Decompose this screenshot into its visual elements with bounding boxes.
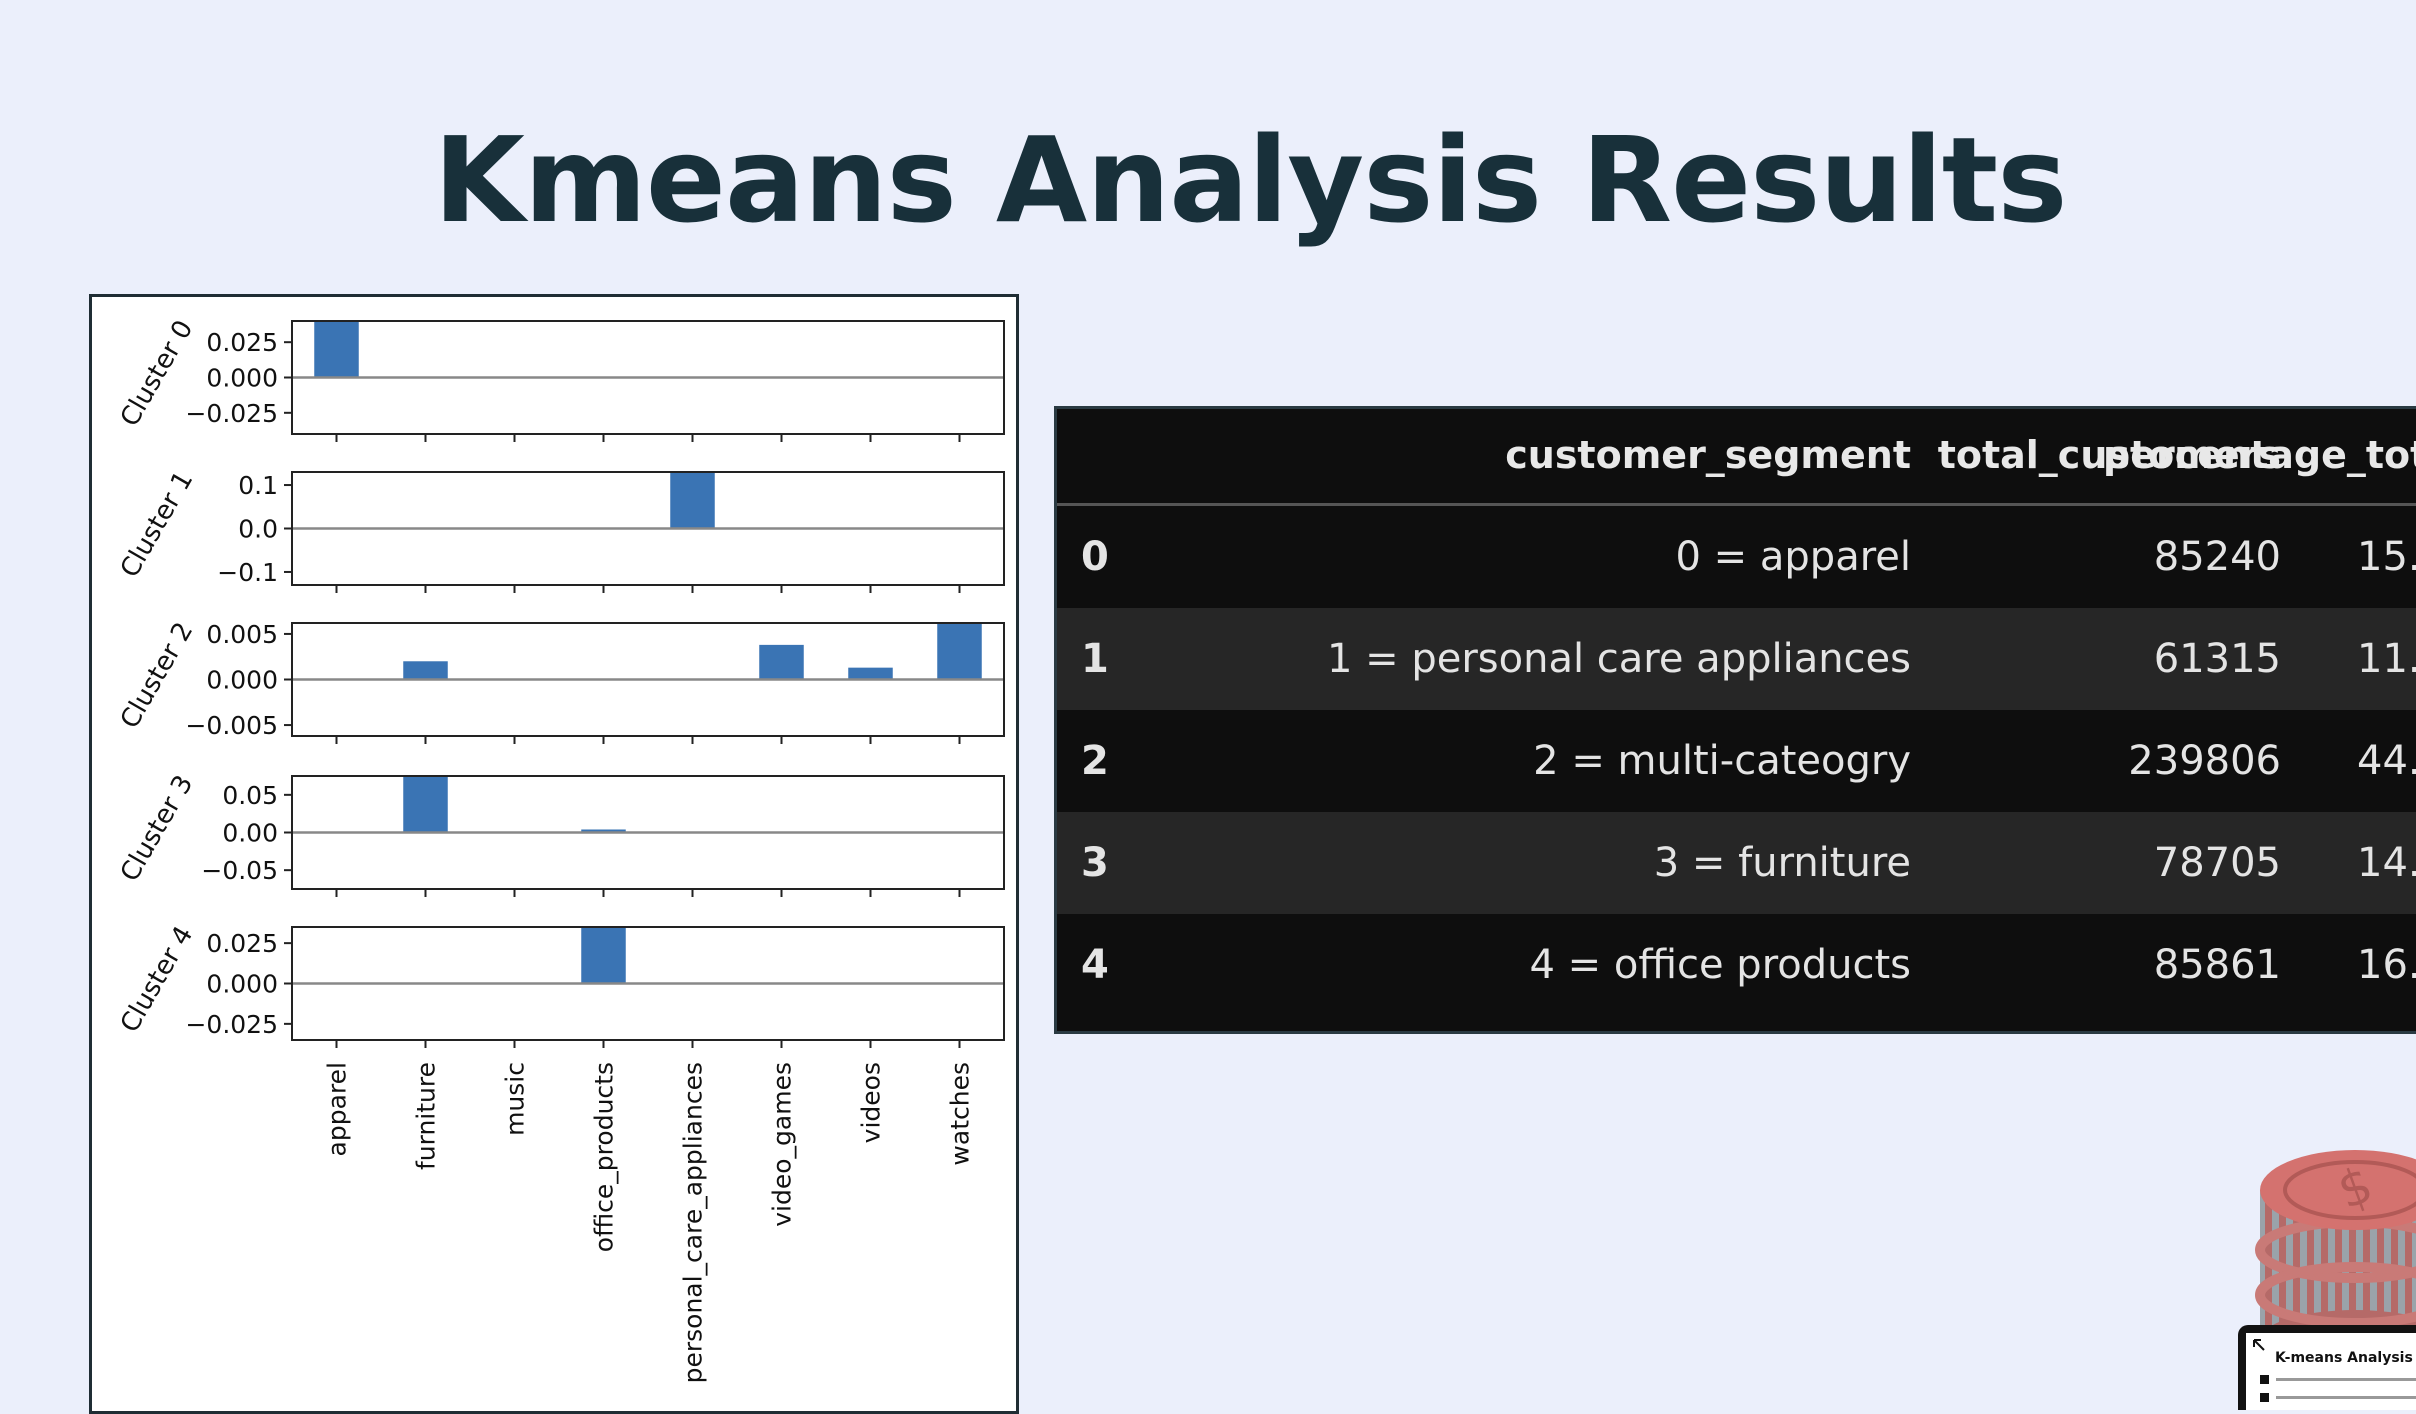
percentage-cell: 14. bbox=[2357, 840, 2416, 886]
bar-furniture bbox=[403, 661, 448, 680]
x-tick-label-personal_care_appliances: personal_care_appliances bbox=[679, 1062, 708, 1383]
column-header-customer-segment: customer_segment bbox=[1505, 433, 1911, 477]
x-tick-label-watches: watches bbox=[946, 1062, 975, 1166]
segment-cell: 0 = apparel bbox=[1675, 534, 1912, 580]
percentage-cell: 16. bbox=[2357, 942, 2416, 988]
y-tick-label: 0.000 bbox=[206, 364, 278, 393]
table-row: 1 1 = personal care appliances 61315 11. bbox=[1057, 608, 2416, 710]
x-tick-label-apparel: apparel bbox=[323, 1062, 352, 1156]
column-header-percentage: percentage_tot bbox=[2103, 433, 2416, 477]
row-index: 2 bbox=[1081, 738, 1109, 784]
y-tick-label: 0.0 bbox=[238, 515, 278, 544]
y-tick-label: 0.025 bbox=[206, 929, 278, 958]
row-index: 0 bbox=[1081, 534, 1109, 580]
table-header: customer_segment total_customers percent… bbox=[1057, 409, 2416, 506]
table-row: 2 2 = multi-cateogry 239806 44. bbox=[1057, 710, 2416, 812]
y-tick-label: 0.00 bbox=[222, 819, 278, 848]
panel-label-3: Cluster 3 bbox=[115, 770, 200, 886]
percentage-cell: 44. bbox=[2357, 738, 2416, 784]
bar-office_products bbox=[581, 829, 626, 833]
y-tick-label: −0.025 bbox=[185, 1010, 278, 1039]
y-tick-label: 0.025 bbox=[206, 328, 278, 357]
bar-video_games bbox=[759, 644, 804, 680]
thumbnail-title: K-means Analysis bbox=[2275, 1350, 2413, 1366]
y-tick-label: −0.1 bbox=[217, 558, 278, 587]
x-tick-label-videos: videos bbox=[857, 1062, 886, 1143]
segment-cell: 3 = furniture bbox=[1653, 840, 1911, 886]
table-row: 4 4 = office products 85861 16. bbox=[1057, 914, 2416, 1016]
bar-apparel bbox=[314, 321, 359, 378]
page-title: Kmeans Analysis Results bbox=[433, 111, 2068, 249]
x-tick-label-video_games: video_games bbox=[768, 1062, 797, 1227]
y-tick-label: 0.005 bbox=[206, 620, 278, 649]
column-header-total-customers: total_customers bbox=[1937, 433, 2281, 477]
segment-cell: 1 = personal care appliances bbox=[1326, 636, 1911, 682]
bar-watches bbox=[937, 623, 982, 680]
row-index: 3 bbox=[1081, 840, 1109, 886]
total-customers-cell: 85861 bbox=[2153, 942, 2281, 988]
segment-cell: 2 = multi-cateogry bbox=[1533, 738, 1911, 784]
segment-cell: 4 = office products bbox=[1529, 942, 1911, 988]
total-customers-cell: 239806 bbox=[2128, 738, 2281, 784]
segment-table: customer_segment total_customers percent… bbox=[1054, 406, 2416, 1034]
row-index: 1 bbox=[1081, 636, 1109, 682]
cluster-bar-charts: 0.025 0.000 −0.025 Cluster 0 0.1 0.0 −0.1 Clust… bbox=[89, 294, 1019, 1414]
y-tick-label: 0.000 bbox=[206, 970, 278, 999]
y-tick-label: 0.000 bbox=[206, 666, 278, 695]
y-tick-label: −0.05 bbox=[201, 856, 278, 885]
total-customers-cell: 61315 bbox=[2153, 636, 2281, 682]
percentage-cell: 15. bbox=[2357, 534, 2416, 580]
bar-videos bbox=[848, 667, 893, 680]
x-tick-label-music: music bbox=[501, 1062, 530, 1136]
percentage-cell: 11. bbox=[2357, 636, 2416, 682]
bar-office_products bbox=[581, 927, 626, 984]
total-customers-cell: 85240 bbox=[2153, 534, 2281, 580]
table-row: 3 3 = furniture 78705 14. bbox=[1057, 812, 2416, 914]
y-tick-label: −0.005 bbox=[185, 711, 278, 740]
coin-stack-illustration: $ K-means Analysis bbox=[2230, 1130, 2416, 1410]
x-tick-label-office_products: office_products bbox=[590, 1062, 619, 1252]
x-tick-label-furniture: furniture bbox=[412, 1062, 441, 1170]
coin-stack-icon: $ K-means Analysis bbox=[2238, 1150, 2416, 1410]
bar-furniture bbox=[403, 776, 448, 833]
total-customers-cell: 78705 bbox=[2153, 840, 2281, 886]
row-index: 4 bbox=[1081, 942, 1109, 988]
y-tick-label: 0.05 bbox=[222, 781, 278, 810]
y-tick-label: 0.1 bbox=[238, 471, 278, 500]
table-row: 0 0 = apparel 85240 15. bbox=[1057, 506, 2416, 608]
panel-label-1: Cluster 1 bbox=[115, 466, 200, 582]
y-tick-label: −0.025 bbox=[185, 399, 278, 428]
bar-personal_care_appliances bbox=[670, 472, 715, 529]
